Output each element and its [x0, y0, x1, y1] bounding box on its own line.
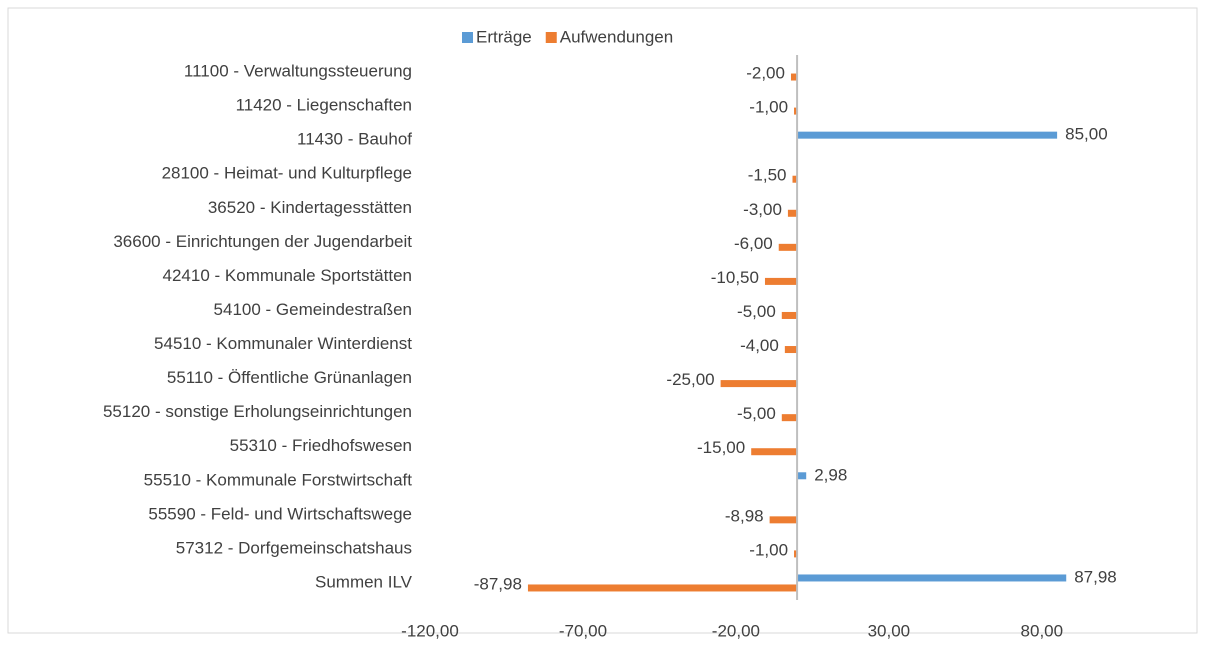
x-tick-label: -120,00: [401, 621, 459, 640]
y-tick-label: 11430 - Bauhof: [297, 130, 412, 149]
value-label: -10,50: [711, 268, 759, 287]
value-label: -1,50: [748, 166, 787, 185]
value-label: 2,98: [814, 465, 847, 484]
bar: [794, 550, 798, 558]
bar: [769, 516, 798, 524]
value-label: -25,00: [666, 370, 714, 389]
y-tick-label: 54100 - Gemeindestraßen: [214, 300, 412, 319]
bar: [792, 175, 798, 183]
value-label: -1,00: [749, 98, 788, 117]
bar: [787, 209, 798, 217]
bar: [720, 380, 798, 388]
bar: [794, 107, 798, 115]
y-tick-label: 55120 - sonstige Erholungseinrichtungen: [103, 402, 412, 421]
y-tick-label: Summen ILV: [315, 572, 413, 591]
y-tick-label: 28100 - Heimat- und Kulturpflege: [162, 164, 412, 183]
y-tick-label: 42410 - Kommunale Sportstätten: [163, 266, 412, 285]
y-tick-label: 54510 - Kommunaler Winterdienst: [154, 334, 412, 353]
y-tick-label: 11420 - Liegenschaften: [236, 96, 412, 115]
y-tick-label: 55590 - Feld- und Wirtschaftswege: [148, 504, 412, 523]
chart-border: [7, 7, 1198, 634]
bar: [764, 277, 798, 285]
value-label: -87,98: [474, 574, 522, 593]
bar: [797, 131, 1058, 139]
legend-label: Aufwendungen: [560, 27, 673, 46]
bar: [790, 73, 798, 81]
bar: [778, 243, 798, 251]
bar: [797, 574, 1067, 582]
y-tick-label: 55310 - Friedhofswesen: [230, 436, 412, 455]
x-tick-label: -70,00: [559, 621, 607, 640]
value-label: -5,00: [737, 302, 776, 321]
y-tick-label: 36520 - Kindertagesstätten: [208, 198, 412, 217]
value-label: 87,98: [1074, 567, 1117, 586]
y-tick-label: 11100 - Verwaltungssteuerung: [184, 62, 412, 81]
x-tick-label: 80,00: [1021, 621, 1064, 640]
value-label: -6,00: [734, 234, 773, 253]
value-label: -2,00: [746, 64, 785, 83]
y-tick-label: 55510 - Kommunale Forstwirtschaft: [144, 470, 413, 489]
bar: [784, 346, 798, 354]
x-tick-label: 30,00: [868, 621, 911, 640]
value-label: -8,98: [725, 506, 764, 525]
legend-swatch: [462, 32, 473, 43]
bar: [781, 311, 798, 319]
legend-swatch: [545, 32, 557, 43]
value-label: 85,00: [1065, 125, 1108, 144]
bar: [797, 472, 807, 480]
legend-label: Erträge: [476, 27, 532, 46]
y-tick-label: 36600 - Einrichtungen der Jugendarbeit: [113, 232, 412, 251]
bar: [527, 584, 798, 592]
x-tick-label: -20,00: [712, 621, 760, 640]
value-label: -1,00: [749, 540, 788, 559]
value-label: -15,00: [697, 438, 745, 457]
bar: [751, 448, 798, 456]
value-label: -4,00: [740, 336, 779, 355]
value-label: -3,00: [743, 200, 782, 219]
bar: [781, 414, 798, 422]
value-label: -5,00: [737, 404, 776, 423]
y-tick-label: 55110 - Öffentliche Grünanlagen: [167, 368, 412, 387]
y-tick-label: 57312 - Dorfgemeinschatshaus: [176, 538, 412, 557]
